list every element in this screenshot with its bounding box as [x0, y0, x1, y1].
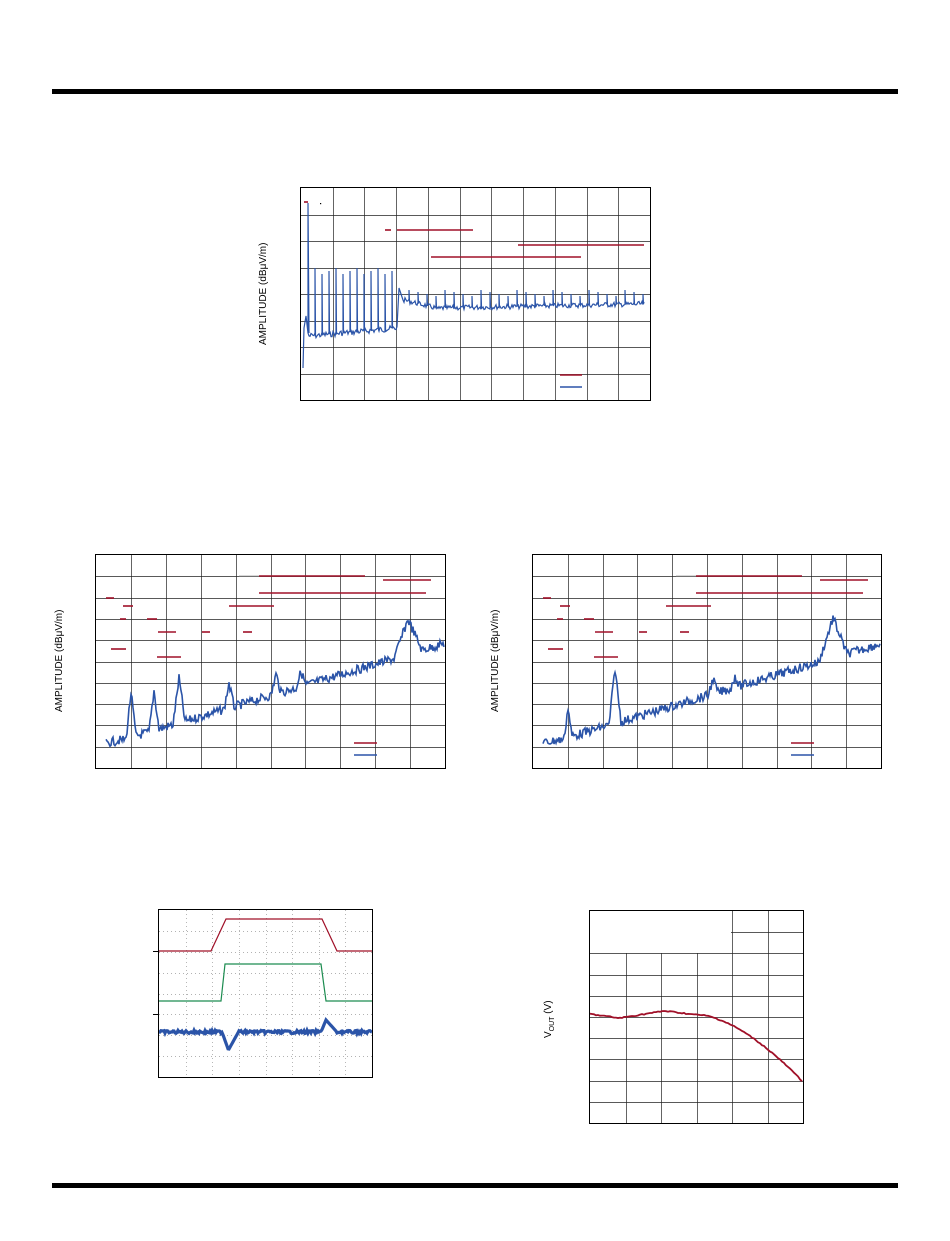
chart2-spectrum-line	[105, 619, 445, 748]
chart4-green-trace	[159, 963, 372, 1002]
chart3-ylabel: AMPLITUDE (dBμV/m)	[490, 609, 501, 712]
chart5-svg	[590, 911, 803, 1123]
chart4-red-trace	[159, 918, 372, 952]
chart2-ylabel: AMPLITUDE (dBμV/m)	[54, 609, 65, 712]
chart1-ylabel: AMPLITUDE (dBμV/m)	[258, 242, 269, 345]
chart2-svg	[96, 555, 445, 768]
chart3-spectrum-line	[542, 615, 881, 746]
chart2-plot	[95, 554, 446, 769]
chart3-plot	[532, 554, 882, 769]
bottom-rule	[52, 1183, 898, 1188]
chart5-ylabel: VOUT (V)	[543, 1000, 556, 1038]
top-rule	[52, 89, 898, 94]
chart1-plot	[300, 187, 651, 401]
chart4-marker-1	[153, 951, 158, 952]
chart1-marker-dot	[320, 203, 322, 205]
chart4-marker-2	[153, 1014, 158, 1015]
chart1-spectrum-line	[302, 202, 645, 369]
chart3-svg	[533, 555, 881, 768]
chart1-svg	[301, 188, 650, 400]
chart5-plot	[589, 910, 804, 1124]
chart4-blue-trace	[159, 1017, 372, 1051]
chart4-plot	[158, 909, 373, 1078]
chart4-svg	[159, 910, 372, 1077]
chart5-vout-line	[590, 1010, 803, 1082]
